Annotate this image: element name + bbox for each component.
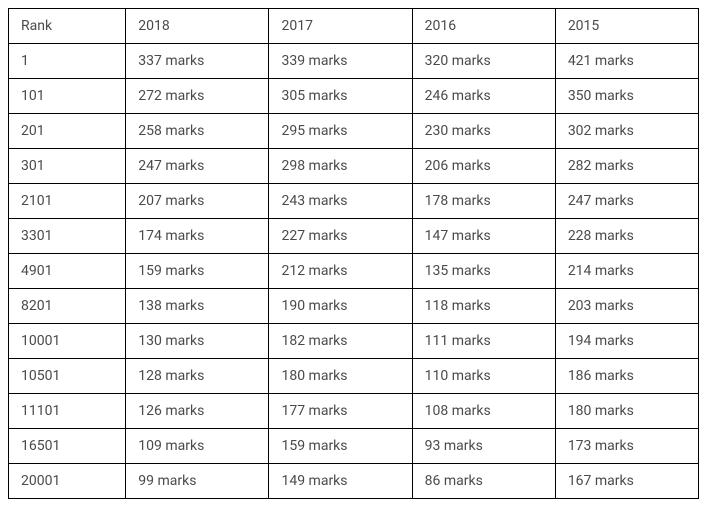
table-row: 16501 109 marks 159 marks 93 marks 173 m… — [9, 429, 699, 464]
cell-rank: 10001 — [9, 324, 126, 359]
cell-2017: 295 marks — [269, 114, 412, 149]
cell-2015: 167 marks — [555, 464, 698, 499]
column-header-2018: 2018 — [126, 9, 269, 44]
cell-rank: 1 — [9, 44, 126, 79]
column-header-rank: Rank — [9, 9, 126, 44]
cell-2018: 130 marks — [126, 324, 269, 359]
cell-2017: 305 marks — [269, 79, 412, 114]
table-row: 201 258 marks 295 marks 230 marks 302 ma… — [9, 114, 699, 149]
cell-2018: 174 marks — [126, 219, 269, 254]
cell-2015: 180 marks — [555, 394, 698, 429]
cell-2016: 108 marks — [412, 394, 555, 429]
cell-2018: 138 marks — [126, 289, 269, 324]
table-row: 10501 128 marks 180 marks 110 marks 186 … — [9, 359, 699, 394]
cell-2016: 246 marks — [412, 79, 555, 114]
cell-2017: 190 marks — [269, 289, 412, 324]
column-header-2015: 2015 — [555, 9, 698, 44]
cell-2018: 247 marks — [126, 149, 269, 184]
column-header-2017: 2017 — [269, 9, 412, 44]
cell-rank: 20001 — [9, 464, 126, 499]
marks-rank-table: Rank 2018 2017 2016 2015 1 337 marks 339… — [8, 8, 699, 499]
cell-2015: 173 marks — [555, 429, 698, 464]
cell-2018: 258 marks — [126, 114, 269, 149]
cell-2015: 282 marks — [555, 149, 698, 184]
table-body: Rank 2018 2017 2016 2015 1 337 marks 339… — [9, 9, 699, 499]
cell-rank: 201 — [9, 114, 126, 149]
cell-2015: 194 marks — [555, 324, 698, 359]
table-row: 10001 130 marks 182 marks 111 marks 194 … — [9, 324, 699, 359]
cell-2016: 178 marks — [412, 184, 555, 219]
cell-rank: 3301 — [9, 219, 126, 254]
cell-2018: 99 marks — [126, 464, 269, 499]
table-row: 3301 174 marks 227 marks 147 marks 228 m… — [9, 219, 699, 254]
cell-2017: 159 marks — [269, 429, 412, 464]
cell-2016: 111 marks — [412, 324, 555, 359]
cell-2015: 228 marks — [555, 219, 698, 254]
cell-2017: 212 marks — [269, 254, 412, 289]
cell-2017: 298 marks — [269, 149, 412, 184]
cell-2015: 350 marks — [555, 79, 698, 114]
cell-2016: 93 marks — [412, 429, 555, 464]
cell-2015: 203 marks — [555, 289, 698, 324]
column-header-2016: 2016 — [412, 9, 555, 44]
cell-rank: 2101 — [9, 184, 126, 219]
cell-2015: 421 marks — [555, 44, 698, 79]
cell-rank: 10501 — [9, 359, 126, 394]
cell-2017: 180 marks — [269, 359, 412, 394]
cell-2017: 243 marks — [269, 184, 412, 219]
cell-2016: 118 marks — [412, 289, 555, 324]
cell-2016: 135 marks — [412, 254, 555, 289]
cell-2018: 128 marks — [126, 359, 269, 394]
table-row: 101 272 marks 305 marks 246 marks 350 ma… — [9, 79, 699, 114]
cell-rank: 16501 — [9, 429, 126, 464]
cell-rank: 301 — [9, 149, 126, 184]
table-row: 20001 99 marks 149 marks 86 marks 167 ma… — [9, 464, 699, 499]
cell-2018: 126 marks — [126, 394, 269, 429]
cell-2015: 302 marks — [555, 114, 698, 149]
cell-2017: 227 marks — [269, 219, 412, 254]
cell-2018: 159 marks — [126, 254, 269, 289]
cell-2017: 182 marks — [269, 324, 412, 359]
table-row: 1 337 marks 339 marks 320 marks 421 mark… — [9, 44, 699, 79]
cell-2017: 177 marks — [269, 394, 412, 429]
cell-rank: 8201 — [9, 289, 126, 324]
cell-2018: 337 marks — [126, 44, 269, 79]
cell-2016: 147 marks — [412, 219, 555, 254]
cell-2016: 86 marks — [412, 464, 555, 499]
cell-rank: 101 — [9, 79, 126, 114]
cell-2018: 272 marks — [126, 79, 269, 114]
table-row: 8201 138 marks 190 marks 118 marks 203 m… — [9, 289, 699, 324]
cell-2018: 109 marks — [126, 429, 269, 464]
cell-2015: 247 marks — [555, 184, 698, 219]
cell-2016: 110 marks — [412, 359, 555, 394]
cell-2015: 186 marks — [555, 359, 698, 394]
table-row: 2101 207 marks 243 marks 178 marks 247 m… — [9, 184, 699, 219]
cell-2017: 339 marks — [269, 44, 412, 79]
cell-rank: 4901 — [9, 254, 126, 289]
table-row: 11101 126 marks 177 marks 108 marks 180 … — [9, 394, 699, 429]
cell-rank: 11101 — [9, 394, 126, 429]
table-row: 301 247 marks 298 marks 206 marks 282 ma… — [9, 149, 699, 184]
cell-2018: 207 marks — [126, 184, 269, 219]
cell-2016: 230 marks — [412, 114, 555, 149]
cell-2016: 320 marks — [412, 44, 555, 79]
table-row: 4901 159 marks 212 marks 135 marks 214 m… — [9, 254, 699, 289]
cell-2015: 214 marks — [555, 254, 698, 289]
cell-2016: 206 marks — [412, 149, 555, 184]
table-header-row: Rank 2018 2017 2016 2015 — [9, 9, 699, 44]
cell-2017: 149 marks — [269, 464, 412, 499]
